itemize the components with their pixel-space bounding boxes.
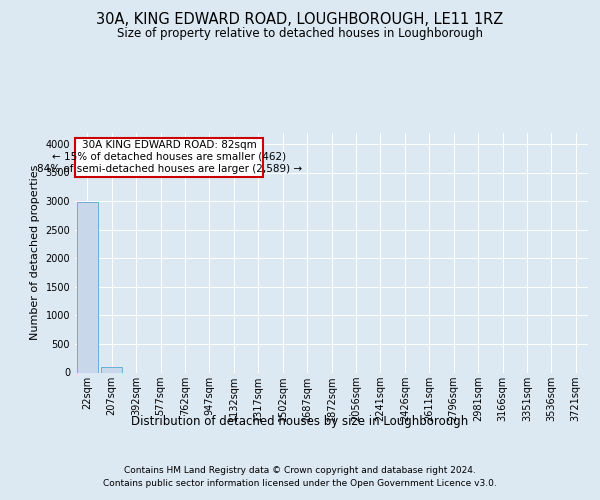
Y-axis label: Number of detached properties: Number of detached properties bbox=[30, 165, 40, 340]
Bar bbox=[101, 367, 122, 372]
Bar bbox=[77, 202, 98, 372]
Text: Contains HM Land Registry data © Crown copyright and database right 2024.: Contains HM Land Registry data © Crown c… bbox=[124, 466, 476, 475]
Text: Distribution of detached houses by size in Loughborough: Distribution of detached houses by size … bbox=[131, 415, 469, 428]
Text: 84% of semi-detached houses are larger (2,589) →: 84% of semi-detached houses are larger (… bbox=[37, 164, 302, 174]
Text: 30A, KING EDWARD ROAD, LOUGHBOROUGH, LE11 1RZ: 30A, KING EDWARD ROAD, LOUGHBOROUGH, LE1… bbox=[97, 12, 503, 28]
Text: Contains public sector information licensed under the Open Government Licence v3: Contains public sector information licen… bbox=[103, 479, 497, 488]
Text: 30A KING EDWARD ROAD: 82sqm: 30A KING EDWARD ROAD: 82sqm bbox=[82, 140, 257, 150]
Text: ← 15% of detached houses are smaller (462): ← 15% of detached houses are smaller (46… bbox=[52, 152, 286, 162]
Text: Size of property relative to detached houses in Loughborough: Size of property relative to detached ho… bbox=[117, 28, 483, 40]
FancyBboxPatch shape bbox=[76, 138, 263, 176]
